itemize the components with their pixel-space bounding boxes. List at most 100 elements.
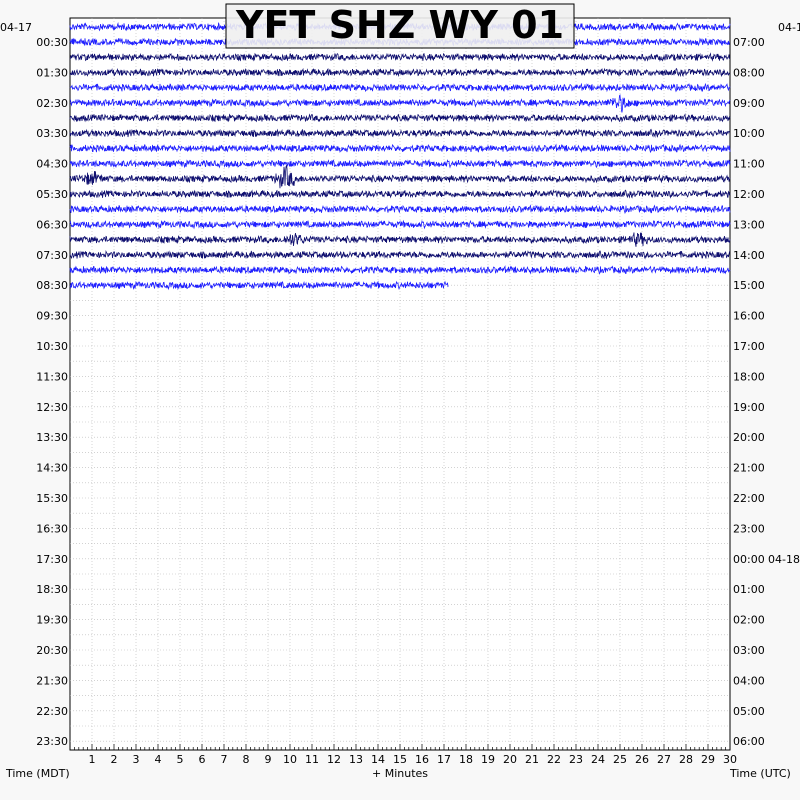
right-time-label: 02:00 [733,614,765,627]
seismic-trace [69,164,731,189]
left-time-label: 04:30 [36,158,68,171]
x-tick-label: 5 [177,753,184,766]
title-box [225,3,575,49]
right-time-labels: 07:00 08:00 09:00 10:00 11:00 12:00 13:00 14:00… [733,36,800,748]
x-tick-label: 7 [221,753,228,766]
left-time-label: 13:30 [36,431,68,444]
x-tick-label: 17 [437,753,451,766]
seismic-trace [69,158,731,169]
x-tick-label: 8 [243,753,250,766]
right-time-label: 15:00 [733,279,765,292]
left-time-label: 02:30 [36,97,68,110]
seismic-trace [69,128,731,138]
x-tick-label: 28 [679,753,693,766]
left-time-label: 23:30 [36,735,68,748]
left-time-label: 21:30 [36,674,68,687]
x-tick-label: 3 [133,753,140,766]
x-axis-ticks: 1 2 3 4 5 6 7 8 9 10 11 12 13 14 15 16 17 18 19 20 21 22 23 24 2… [69,744,737,766]
x-tick-label: 22 [547,753,561,766]
left-time-label: 07:30 [36,249,68,262]
x-tick-label: 2 [111,753,118,766]
left-time-label: 03:30 [36,127,68,140]
right-time-label: 21:00 [733,462,765,475]
right-time-label: 03:00 [733,644,765,657]
seismic-trace [69,219,731,230]
x-tick-label: 1 [89,753,96,766]
left-time-label: 16:30 [36,522,68,535]
x-tick-label: 26 [635,753,649,766]
x-tick-label: 20 [503,753,517,766]
right-time-label: 20:00 [733,431,765,444]
right-time-label: 12:00 [733,188,765,201]
left-time-label: 20:30 [36,644,68,657]
seismic-trace [69,189,731,199]
x-tick-label: 16 [415,753,429,766]
right-time-label: 22:00 [733,492,765,505]
seismic-trace [69,113,731,123]
seismic-trace [69,232,731,247]
seismic-trace [69,265,731,275]
x-tick-label: 18 [459,753,473,766]
x-tick-label: 12 [327,753,341,766]
left-time-label: 14:30 [36,462,68,475]
right-time-label: 00:00 [733,553,765,566]
right-time-label: 11:00 [733,158,765,171]
right-time-label: 05:00 [733,705,765,718]
left-time-label: 06:30 [36,218,68,231]
chart-title: YFT SHZ WY 01 [235,3,564,47]
left-time-label: 19:30 [36,614,68,627]
right-time-label: 16:00 [733,310,765,323]
left-time-label: 09:30 [36,310,68,323]
left-time-label: 08:30 [36,279,68,292]
right-time-label: 07:00 [733,36,765,49]
seismic-trace [69,280,449,291]
x-tick-label: 29 [701,753,715,766]
right-time-label: 06:00 [733,735,765,748]
x-tick-label: 27 [657,753,671,766]
left-time-labels: 00:30 01:30 02:30 03:30 04:30 05:30 06:30 07:30… [36,36,68,748]
left-time-label: 11:30 [36,370,68,383]
x-tick-label: 24 [591,753,605,766]
x-axis-label: + Minutes [372,767,428,780]
left-time-label: 00:30 [36,36,68,49]
right-time-label: 04:00 [733,674,765,687]
x-tick-label: 15 [393,753,407,766]
seismic-trace [69,82,731,93]
x-tick-label: 21 [525,753,539,766]
x-tick-label: 19 [481,753,495,766]
seismic-trace [69,204,731,214]
x-tick-label: 6 [199,753,206,766]
left-time-label: 10:30 [36,340,68,353]
seismic-trace [69,67,731,78]
right-time-label: 10:00 [733,127,765,140]
right-time-label: 14:00 [733,249,765,262]
right-time-label: 09:00 [733,97,765,110]
seismic-trace [69,143,731,154]
left-time-label: 05:30 [36,188,68,201]
right-time-label: 01:00 [733,583,765,596]
x-tick-label: 11 [305,753,319,766]
x-tick-label: 14 [371,753,385,766]
left-time-label: 12:30 [36,401,68,414]
right-date-change-label: 04-18 [768,553,800,566]
right-date-label: 04-1 [778,21,800,34]
right-time-label: 19:00 [733,401,765,414]
x-tick-label: 30 [723,753,737,766]
seismic-trace [69,52,731,62]
left-time-label: 15:30 [36,492,68,505]
left-time-label: 22:30 [36,705,68,718]
seismic-trace [69,250,731,260]
right-time-label: 23:00 [733,522,765,535]
right-time-label: 17:00 [733,340,765,353]
left-time-label: 18:30 [36,583,68,596]
x-tick-label: 23 [569,753,583,766]
right-time-label: 08:00 [733,66,765,79]
x-tick-label: 25 [613,753,627,766]
x-tick-label: 9 [265,753,272,766]
left-date-label: 04-17 [0,21,32,34]
right-time-label: 13:00 [733,218,765,231]
seismic-trace [70,94,731,113]
right-axis-title: Time (UTC) [729,767,791,780]
left-axis-title: Time (MDT) [5,767,70,780]
